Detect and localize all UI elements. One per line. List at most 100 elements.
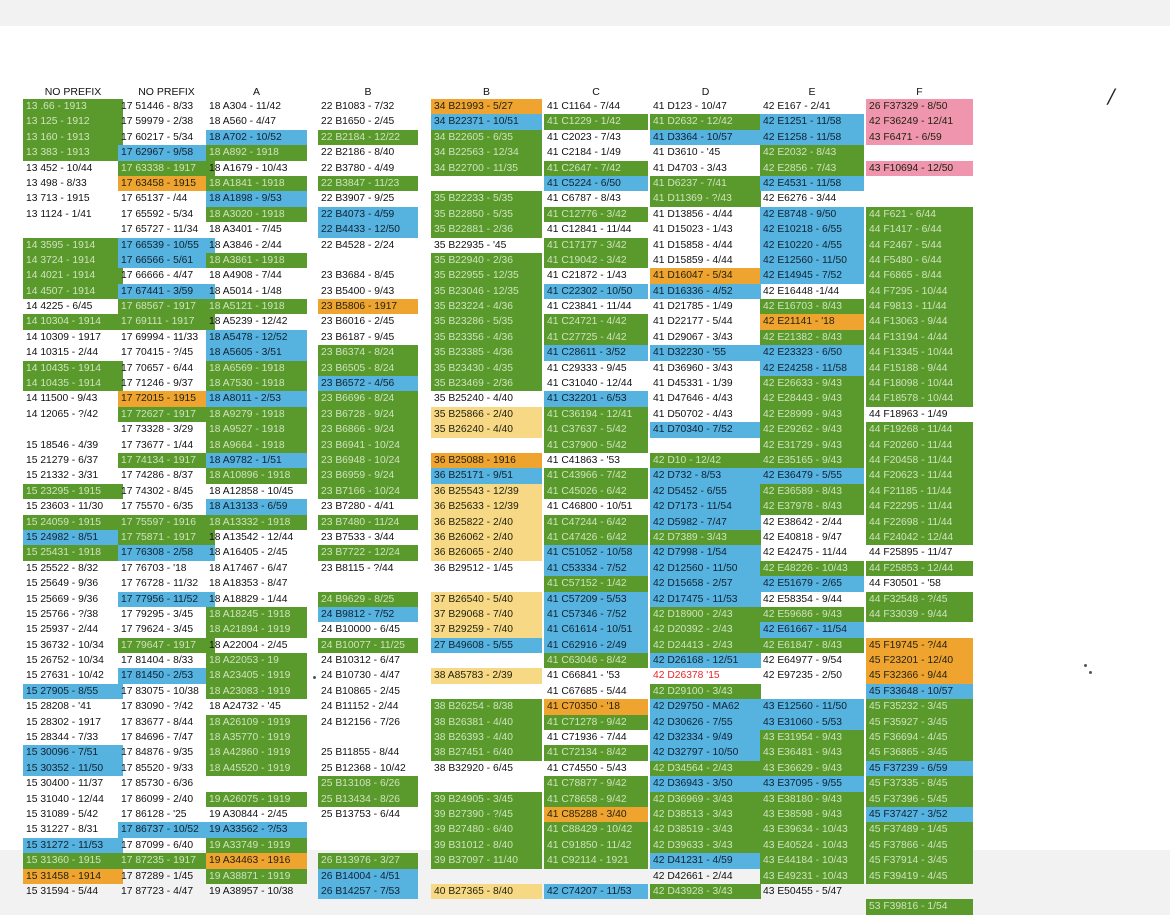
entry-cell: 15 25669 - 9/36 (26, 593, 99, 605)
entry-cell: 14 10315 - 2/44 (26, 347, 99, 359)
entry-cell: 42 D41231 - 4/59 (650, 853, 761, 869)
entry-cell: 17 75597 - 1916 (118, 514, 215, 530)
entry-cell: 18 A13133 - 6/59 (206, 499, 307, 515)
entry-cell: 23 B6505 - 8/24 (318, 360, 418, 377)
entry-cell: 45 F35927 - 3/45 (866, 714, 973, 731)
entry-cell: 14 10309 - 1917 (26, 331, 102, 343)
entry-cell: 35 B22940 - 2/36 (431, 252, 542, 269)
entry-cell: 41 C53334 - 7/52 (544, 560, 648, 577)
entry-cell: 41 C41863 - '53 (547, 454, 620, 466)
entry-cell: 17 51446 - 8/33 (121, 101, 194, 112)
entry-cell: 41 C2647 - 7/42 (544, 160, 648, 176)
entry-cell: 41 D16336 - 4/52 (650, 283, 761, 300)
entry-cell: 24 B12156 - 7/26 (321, 716, 401, 728)
entry-cell: 15 28208 - '41 (26, 701, 92, 713)
entry-cell: 18 A8011 - 2/53 (206, 391, 307, 407)
entry-cell: 17 76308 - 2/58 (118, 545, 215, 561)
entry-cell: 17 87723 - 4/47 (121, 885, 194, 897)
entry-cell: 45 F37239 - 6/59 (866, 760, 973, 777)
entry-cell: 42 D36943 - 3/50 (650, 776, 761, 792)
entry-cell: 17 63338 - 1917 (118, 160, 215, 176)
entry-cell: 42 D36969 - 3/43 (650, 791, 761, 807)
entry-cell: 38 B26381 - 4/40 (431, 714, 542, 731)
entry-cell: 13 383 - 1913 (23, 145, 123, 161)
entry-cell: 35 B23224 - 4/36 (431, 299, 542, 315)
entry-cell: 41 C61614 - 10/51 (544, 622, 648, 638)
entry-cell: 17 71246 - 9/37 (121, 378, 194, 390)
entry-cell: 14 10435 - 1914 (23, 360, 123, 377)
entry-cell: 41 C78877 - 9/42 (544, 776, 648, 792)
entry-cell: 41 C17177 - 3/42 (544, 237, 648, 253)
entry-cell: 15 26752 - 10/34 (26, 655, 104, 667)
entry-cell: 18 A5478 - 12/52 (206, 329, 307, 346)
entry-cell: 24 B9629 - 8/25 (318, 591, 418, 607)
entry-cell: 41 C47426 - 6/42 (544, 529, 648, 546)
entry-cell: 42 E37978 - 8/43 (760, 499, 864, 515)
entry-cell: 41 C71936 - 7/44 (547, 732, 627, 744)
entry-cell: 39 B24905 - 3/45 (431, 791, 542, 807)
entry-cell: 41 C57346 - 7/52 (544, 606, 648, 623)
entry-cell: 23 B3684 - 8/45 (321, 270, 395, 282)
entry-cell: 23 B7722 - 12/24 (318, 545, 418, 561)
entry-cell: 17 59979 - 2/38 (121, 116, 194, 128)
entry-cell: 42 E21141 - '18 (760, 314, 864, 330)
entry-cell: 43 E49231 - 10/43 (760, 868, 864, 884)
entry-cell: 18 A9279 - 1918 (206, 406, 307, 423)
entry-cell: 18 A18245 - 1918 (206, 606, 307, 623)
entry-cell: 23 B7166 - 10/24 (318, 483, 418, 500)
entry-cell: 17 76703 - '18 (121, 562, 187, 574)
entry-cell: 17 63458 - 1915 (118, 175, 215, 192)
blank-cell (431, 684, 542, 699)
entry-cell: 41 C72134 - 8/42 (544, 745, 648, 761)
entry-cell: 36 B26065 - 2/40 (431, 545, 542, 561)
entry-cell: 23 B5400 - 9/43 (321, 285, 395, 297)
entry-cell: 41 C32201 - 6/53 (544, 391, 648, 407)
entry-cell: 17 87235 - 1917 (118, 853, 215, 869)
entry-cell: 41 D47646 - 4/43 (653, 393, 733, 405)
entry-cell: 15 25649 - 9/36 (26, 578, 99, 590)
entry-cell: 18 A23405 - 1919 (206, 668, 307, 684)
entry-cell: 18 A26109 - 1919 (206, 714, 307, 731)
entry-cell: 44 F22698 - 11/44 (866, 514, 973, 530)
entry-cell: 42 E31729 - 9/43 (760, 437, 864, 453)
entry-cell: 44 F24042 - 12/44 (866, 529, 973, 546)
entry-cell: 42 E29262 - 9/43 (760, 422, 864, 438)
blank-cell (866, 191, 973, 206)
entry-cell: 43 E36481 - 9/43 (760, 745, 864, 761)
entry-cell: 42 D10 - 12/42 (650, 452, 761, 469)
entry-cell: 45 F36865 - 3/45 (866, 745, 973, 761)
entry-cell: 35 B25240 - 4/40 (434, 393, 514, 405)
entry-cell: 15 31272 - 11/53 (23, 837, 123, 854)
column-7: D 41 D123 - 10/47 41 D2632 - 12/42 41 D3364… (650, 86, 761, 900)
entry-cell: 42 E36479 - 5/55 (760, 468, 864, 484)
entry-cell: 44 F20623 - 11/44 (866, 468, 973, 484)
entry-cell: 17 86128 - '25 (121, 808, 187, 820)
entry-cell: 18 A5014 - 1/48 (209, 285, 282, 297)
entry-cell: 42 E26633 - 9/43 (760, 376, 864, 392)
entry-cell: 15 31227 - 8/31 (26, 824, 99, 836)
entry-cell: 42 E48226 - 10/43 (760, 560, 864, 577)
entry-cell: 34 B22605 - 6/35 (431, 129, 542, 146)
entry-cell: 41 D22177 - 5/44 (653, 316, 733, 328)
entry-cell: 45 F32366 - 9/44 (866, 668, 973, 684)
entry-cell: 35 B23286 - 5/35 (431, 314, 542, 330)
entry-cell: 41 C67685 - 5/44 (547, 685, 627, 697)
entry-cell: 41 D4703 - 3/43 (653, 162, 727, 174)
entry-cell: 41 C29333 - 9/45 (547, 362, 627, 374)
entry-cell: 17 69111 - 1917 (118, 314, 215, 330)
entry-cell: 41 C71278 - 9/42 (544, 714, 648, 731)
entry-cell: 37 B29068 - 7/40 (431, 606, 542, 623)
entry-cell: 24 B10000 - 6/45 (321, 624, 401, 636)
entry-cell: 25 B13108 - 6/26 (318, 776, 418, 792)
entry-cell: 42 E2032 - 8/43 (760, 145, 864, 161)
entry-cell: 45 F37427 - 3/52 (866, 806, 973, 823)
entry-cell: 17 81450 - 2/53 (118, 668, 215, 684)
entry-cell: 45 F37396 - 5/45 (866, 791, 973, 807)
entry-cell: 15 23603 - 11/30 (26, 501, 104, 513)
entry-cell: 15 31594 - 5/44 (26, 885, 99, 897)
entry-cell: 41 D3610 - '45 (653, 147, 721, 159)
column-4: B 22 B1083 - 7/32 22 B1650 - 2/45 22 B2184 … (318, 86, 418, 900)
entry-cell: 42 D39633 - 3/43 (650, 837, 761, 854)
entry-cell: 41 D15023 - 1/43 (653, 224, 733, 236)
entry-cell: 36 B25633 - 12/39 (431, 499, 542, 515)
